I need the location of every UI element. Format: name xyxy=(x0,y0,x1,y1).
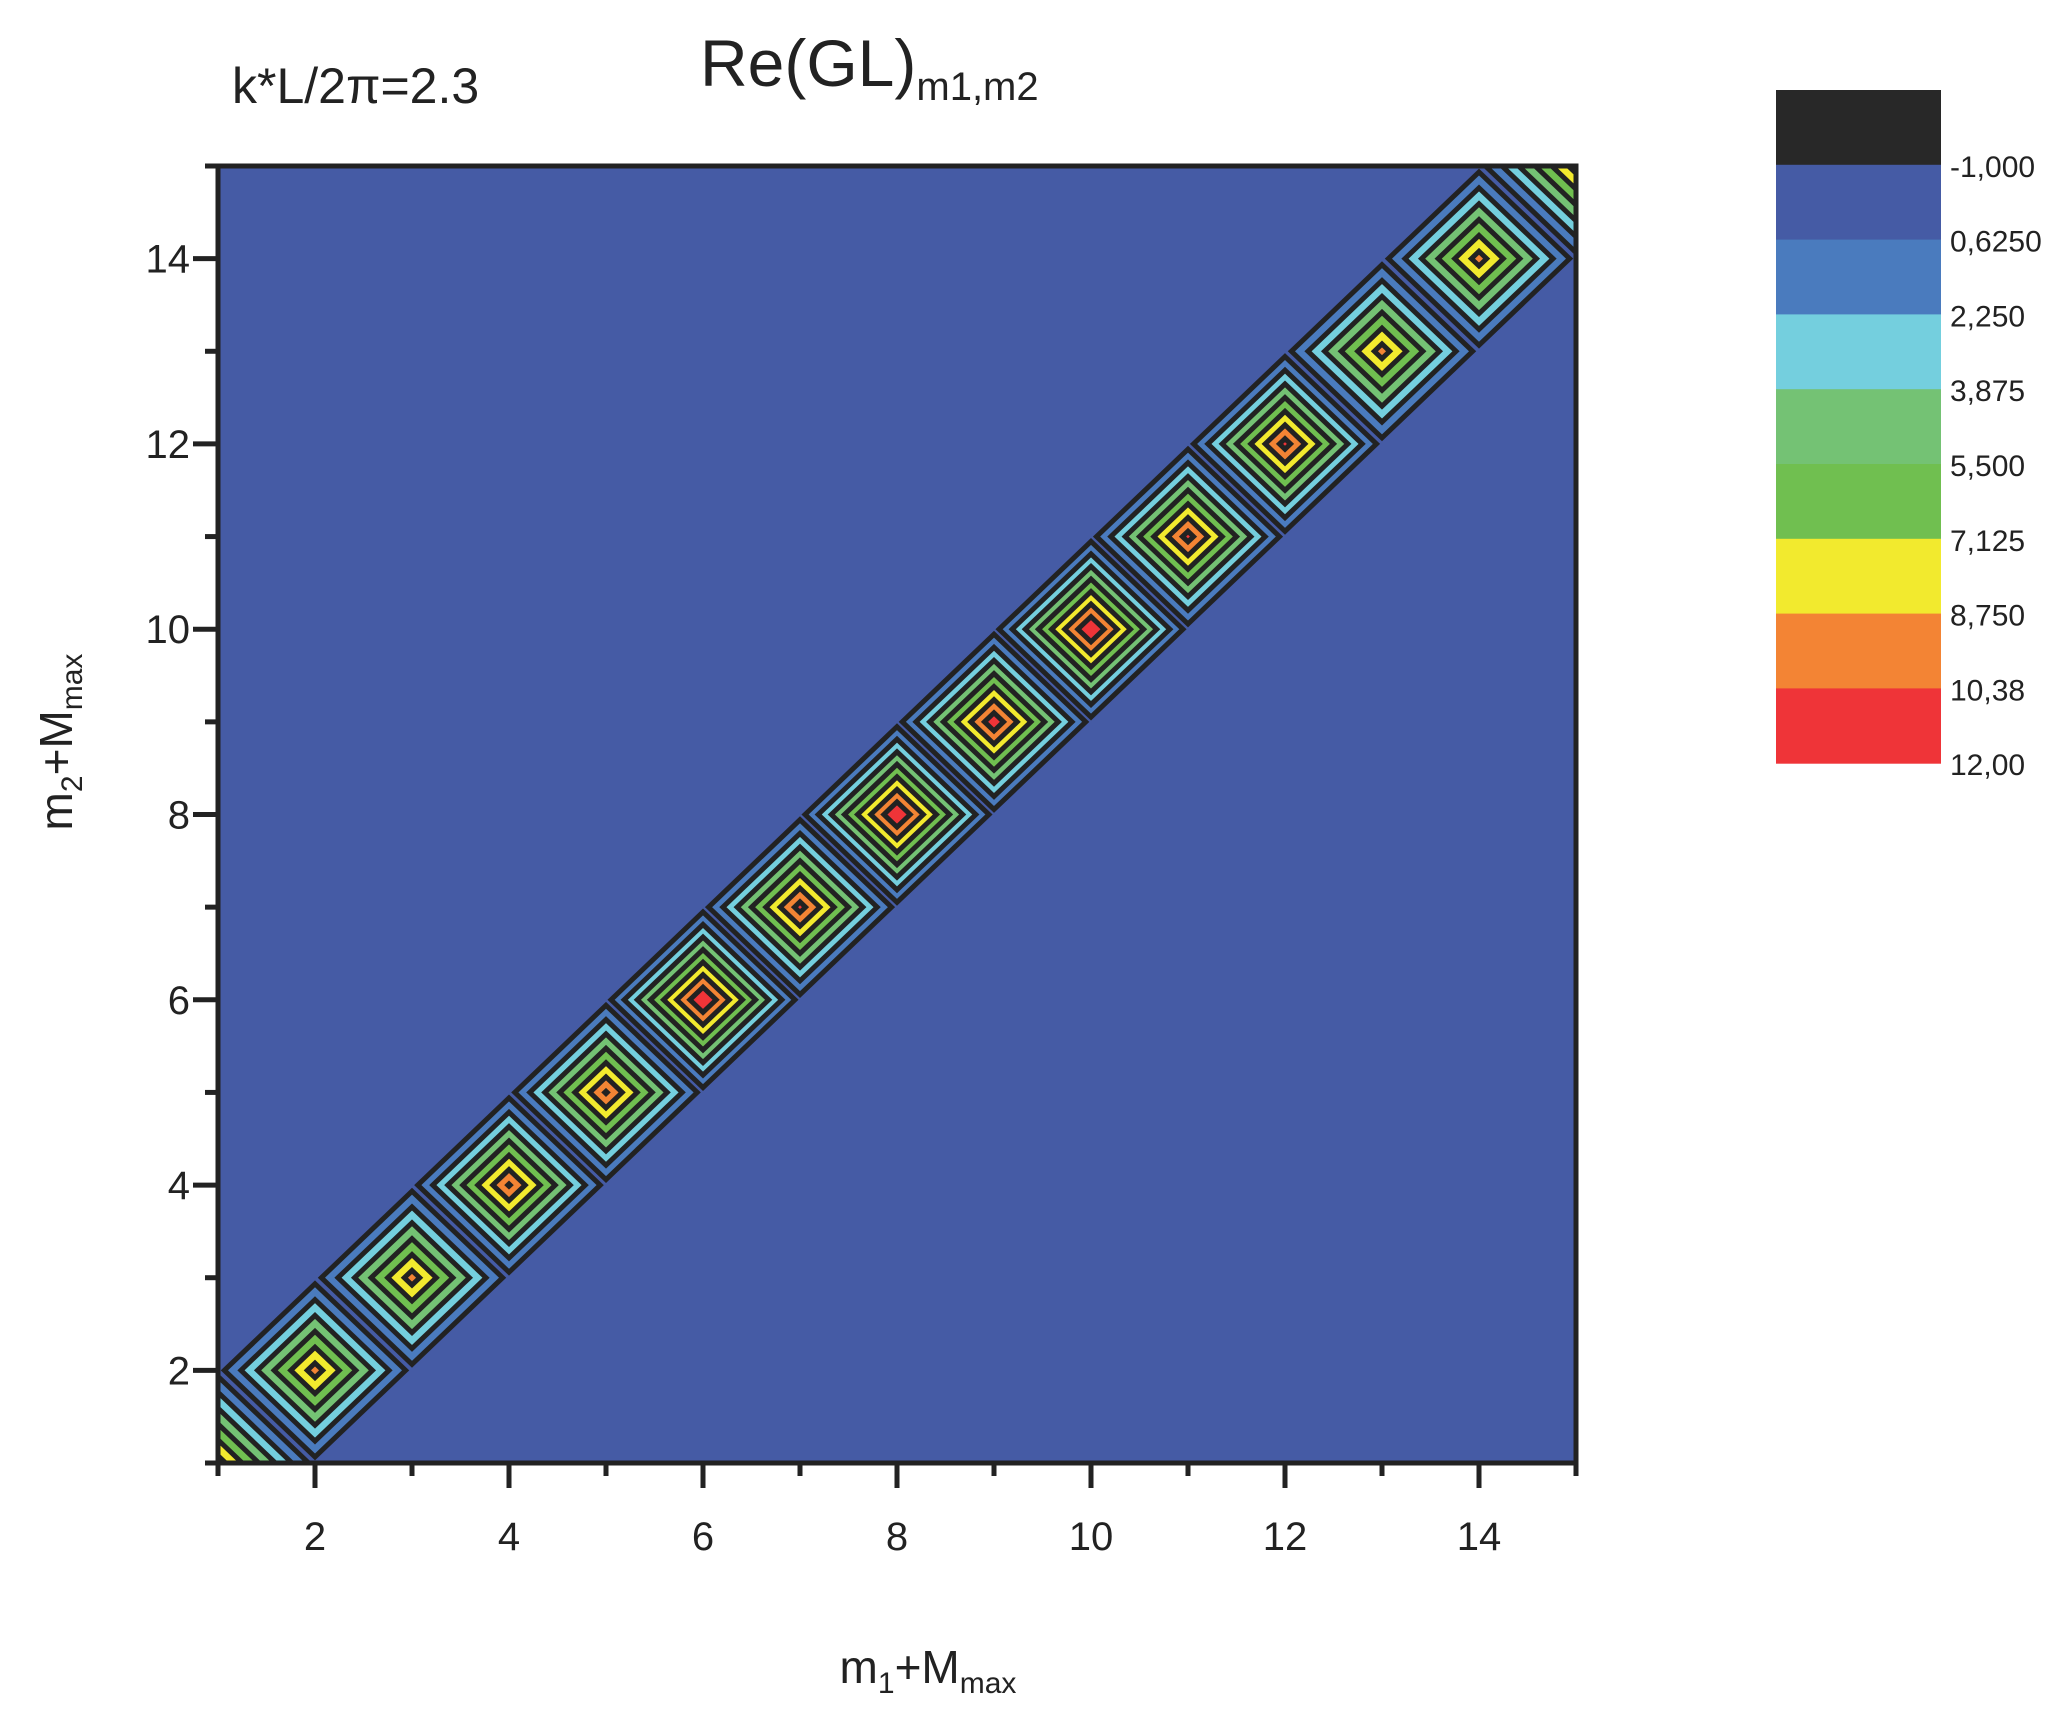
chart-title-subscript: m1,m2 xyxy=(916,65,1038,109)
contour-level-6 xyxy=(303,1359,327,1382)
diagonal-peak-1 xyxy=(218,1372,313,1463)
colorbar-label: 2,250 xyxy=(1950,300,2025,333)
diagonal-peak-2 xyxy=(220,1280,410,1461)
y-tick-label: 8 xyxy=(168,794,190,838)
x-tick-label: 6 xyxy=(692,1515,714,1559)
y-tick-label: 2 xyxy=(168,1349,190,1393)
contour-level-7 xyxy=(1178,527,1198,546)
colorbar-swatch xyxy=(1776,464,1941,540)
colorbar-label: 10,38 xyxy=(1950,674,2025,707)
contour-level-7 xyxy=(790,898,810,916)
contour-level-5 xyxy=(218,1436,246,1463)
diagonal-peak-6 xyxy=(607,908,799,1092)
contour-level-7 xyxy=(1275,435,1295,453)
colorbar-swatch xyxy=(1776,164,1941,241)
diagonal-peak-14 xyxy=(1384,168,1574,349)
colorbar-label: -1,000 xyxy=(1950,151,2035,184)
x-axis-label: m1+Mmax xyxy=(840,1641,1017,1700)
x-tick-label: 4 xyxy=(498,1515,520,1559)
contour-level-7 xyxy=(1074,613,1108,646)
diagonal-peak-11 xyxy=(1092,445,1284,628)
diagonal-peak-13 xyxy=(1287,261,1477,442)
x-tick-label: 10 xyxy=(1069,1515,1114,1559)
diagonal-peak-4 xyxy=(414,1094,604,1276)
colorbar-swatch xyxy=(1776,613,1941,689)
contour-level-6 xyxy=(1467,247,1491,270)
colorbar-legend: -1,000 0,6250 2,250 3,875 5,500 7,125 8,750 10,… xyxy=(1776,90,2042,782)
y-tick-label: 4 xyxy=(168,1164,190,1208)
x-tick-label: 12 xyxy=(1263,1515,1308,1559)
y-tick-label: 12 xyxy=(146,423,191,467)
colorbar-swatch xyxy=(1776,538,1941,615)
colorbar-label: 12,00 xyxy=(1950,749,2025,782)
diagonal-peak-3 xyxy=(317,1187,507,1368)
chart-title: Re(GL)m1,m2 xyxy=(700,26,1039,109)
chart-title-main: Re(GL) xyxy=(700,26,916,100)
contour-layer xyxy=(218,166,1576,1463)
contour-level-5 xyxy=(1548,166,1576,193)
colorbar-label: 5,500 xyxy=(1950,450,2025,483)
colorbar-swatch xyxy=(1776,239,1941,315)
colorbar-label: 0,6250 xyxy=(1950,226,2042,259)
contour-level-6 xyxy=(400,1266,424,1289)
colorbar-swatch xyxy=(1776,90,1941,166)
y-tick-label: 10 xyxy=(146,608,191,652)
colorbar-label: 3,875 xyxy=(1950,375,2025,408)
diagonal-peak-8 xyxy=(801,723,993,906)
axis-ticks: 2 4 6 8 10 12 14 2 4 6 8 10 12 14 xyxy=(146,163,1579,1559)
contour-level-7 xyxy=(980,709,1008,735)
diagonal-peak-12 xyxy=(1189,353,1381,535)
y-axis-label: m2+Mmax xyxy=(30,654,89,831)
diagonal-peak-9 xyxy=(898,630,1090,813)
parameter-annotation: k*L/2π=2.3 xyxy=(232,58,479,114)
diagonal-peak-10 xyxy=(995,537,1187,721)
colorbar-swatch xyxy=(1776,389,1941,465)
x-tick-label: 2 xyxy=(304,1515,326,1559)
y-tick-label: 6 xyxy=(168,979,190,1023)
contour-level-6 xyxy=(1370,340,1394,363)
colorbar-swatch xyxy=(1776,314,1941,390)
colorbar-label: 8,750 xyxy=(1950,600,2025,633)
diagonal-peak-7 xyxy=(704,816,896,998)
colorbar-label: 7,125 xyxy=(1950,525,2025,558)
diagonal-peak-5 xyxy=(511,1001,701,1184)
contour-level-7 xyxy=(504,1180,514,1190)
y-tick-label: 14 xyxy=(146,238,191,282)
diagonal-peak-15 xyxy=(1481,166,1576,257)
x-tick-label: 8 xyxy=(886,1515,908,1559)
contour-level-7 xyxy=(880,798,914,831)
contour-level-7 xyxy=(601,1087,611,1097)
contour-level-7 xyxy=(686,983,720,1016)
colorbar-swatch xyxy=(1776,688,1941,764)
x-tick-label: 14 xyxy=(1457,1515,1502,1559)
